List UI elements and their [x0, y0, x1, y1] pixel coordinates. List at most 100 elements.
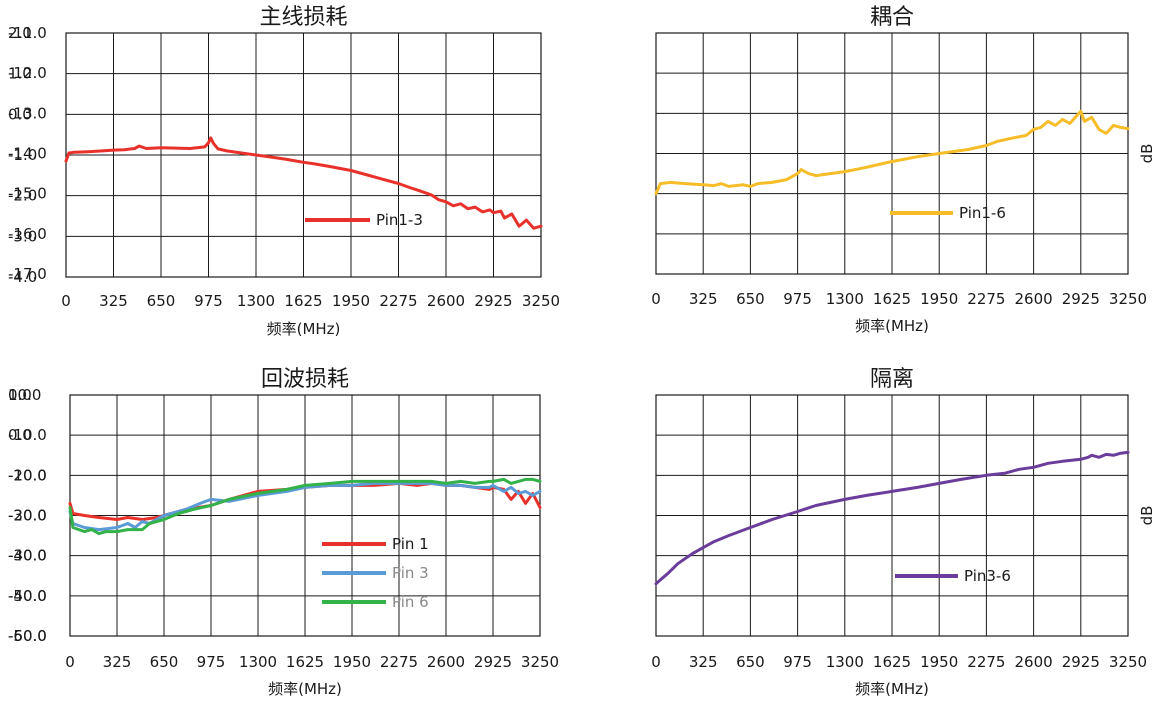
y-tick-label: 0.0: [8, 426, 32, 444]
x-tick-label: 1950: [333, 653, 371, 671]
x-tick-label: 975: [197, 653, 226, 671]
x-tick-label: 650: [150, 653, 179, 671]
y-tick-label: -13.0: [8, 104, 47, 122]
y-tick-label: -50.0: [8, 587, 47, 605]
x-tick-label: 0: [651, 290, 661, 308]
x-tick-label: 2275: [967, 290, 1005, 308]
x-tick-label: 650: [736, 653, 765, 671]
y-tick-label: -30.0: [8, 547, 47, 565]
y-tick-label: -17.0: [8, 265, 47, 283]
x-tick-label: 2600: [1015, 290, 1053, 308]
y-tick-label: 10.0: [8, 386, 41, 404]
plot-frame: [65, 32, 542, 278]
y-tick-label: -4.0: [8, 268, 37, 286]
x-axis-title: 频率(MHz): [267, 320, 341, 338]
y-tick-label: -15.0: [8, 185, 47, 203]
chart-title: 耦合: [870, 5, 914, 30]
y-tick-label: -10.0: [8, 426, 47, 444]
x-tick-label: 1625: [873, 290, 911, 308]
plot-frame: [655, 32, 1129, 275]
legend-label: Pin1-6: [959, 204, 1006, 222]
x-tick-label: 0: [65, 653, 75, 671]
x-tick-label: 1625: [286, 653, 324, 671]
x-tick-label: 325: [99, 292, 128, 310]
x-tick-label: 0: [61, 292, 71, 310]
y-tick-label: -20.0: [8, 507, 47, 525]
x-axis-title: 频率(MHz): [855, 317, 929, 335]
y-axis-unit: dB: [1138, 144, 1156, 164]
chart-insertion-loss: 主线损耗 2.0 1.0 0.0 -1.0 -2.0 -3.0 -4.0 0 325 650 975 1…: [8, 5, 560, 338]
series-line: [68, 481, 542, 532]
series-line: [68, 477, 542, 536]
legend-label: Pin1-3: [376, 211, 423, 229]
y-tick-label: -30.0: [8, 507, 47, 525]
x-tick-label: 975: [783, 653, 812, 671]
series-line: [654, 109, 1130, 196]
x-tick-label: 2925: [1062, 653, 1100, 671]
x-tick-label: 975: [783, 290, 812, 308]
legend-label: Pin 3: [392, 564, 429, 582]
plot-frame: [655, 394, 1129, 637]
x-tick-label: 975: [194, 292, 223, 310]
y-axis-unit: dB: [1138, 506, 1156, 526]
x-tick-label: 2925: [474, 292, 512, 310]
x-tick-label: 325: [689, 653, 718, 671]
y-tick-label: -16.0: [8, 225, 47, 243]
x-tick-label: 2275: [380, 653, 418, 671]
chart-title: 回波损耗: [261, 367, 349, 392]
legend-label: Pin3-6: [964, 567, 1011, 585]
y-tick-label: 1.0: [8, 65, 32, 83]
y-tick-label: 0.0: [8, 386, 32, 404]
x-tick-label: 0: [651, 653, 661, 671]
y-tick-label: -40.0: [8, 547, 47, 565]
x-tick-label: 1625: [873, 653, 911, 671]
x-axis-title: 频率(MHz): [268, 680, 342, 698]
x-tick-label: 1300: [826, 653, 864, 671]
x-tick-label: 3250: [522, 292, 560, 310]
x-tick-label: 325: [689, 290, 718, 308]
y-tick-label: -1.0: [8, 146, 37, 164]
x-tick-label: 1950: [920, 290, 958, 308]
x-tick-label: 2600: [1015, 653, 1053, 671]
series-line: [64, 136, 543, 230]
x-tick-label: 2925: [474, 653, 512, 671]
y-tick-label: -11.0: [8, 24, 47, 42]
x-tick-label: 650: [736, 290, 765, 308]
chart-title: 主线损耗: [259, 5, 347, 30]
x-tick-label: 2275: [379, 292, 417, 310]
x-tick-label: 3250: [521, 653, 559, 671]
legend-label: Pin 6: [392, 593, 429, 611]
y-tick-label: -20.0: [8, 466, 47, 484]
y-tick-label: 2.0: [8, 24, 32, 42]
x-tick-label: 3250: [1109, 290, 1147, 308]
x-tick-label: 325: [103, 653, 132, 671]
x-tick-label: 2275: [967, 653, 1005, 671]
chart-isolation: 隔离0.0-10.0-20.0-30.0-40.0-50.0-60.00 325 6…: [8, 367, 1156, 698]
series-line: [654, 450, 1130, 586]
x-tick-label: 1300: [826, 290, 864, 308]
legend-label: Pin 1: [392, 535, 429, 553]
y-tick-label: -12.0: [8, 64, 47, 82]
chart-title: 隔离: [870, 367, 914, 392]
x-axis-title: 频率(MHz): [855, 680, 929, 698]
x-tick-label: 1300: [237, 292, 275, 310]
x-tick-label: 2925: [1062, 290, 1100, 308]
x-tick-label: 2600: [427, 653, 465, 671]
y-tick-label: -60.0: [8, 627, 47, 645]
x-tick-label: 1300: [239, 653, 277, 671]
x-tick-label: 2600: [427, 292, 465, 310]
x-tick-label: 1950: [332, 292, 370, 310]
y-tick-label: -50.0: [8, 627, 47, 645]
y-tick-label: -2.0: [8, 187, 37, 205]
y-tick-label: -3.0: [8, 227, 37, 245]
chart-coupling: 耦合 -11.0 -12.0 -13.0 -14.0 -15.0 -16.0 -17.0 0 32…: [8, 5, 1156, 335]
x-tick-label: 650: [147, 292, 176, 310]
y-tick-label: -10.0: [8, 466, 47, 484]
y-tick-label: -14.0: [8, 145, 47, 163]
x-tick-label: 1625: [284, 292, 322, 310]
y-tick-label: 0.0: [8, 105, 32, 123]
x-tick-label: 1950: [920, 653, 958, 671]
y-tick-label: -40.0: [8, 587, 47, 605]
